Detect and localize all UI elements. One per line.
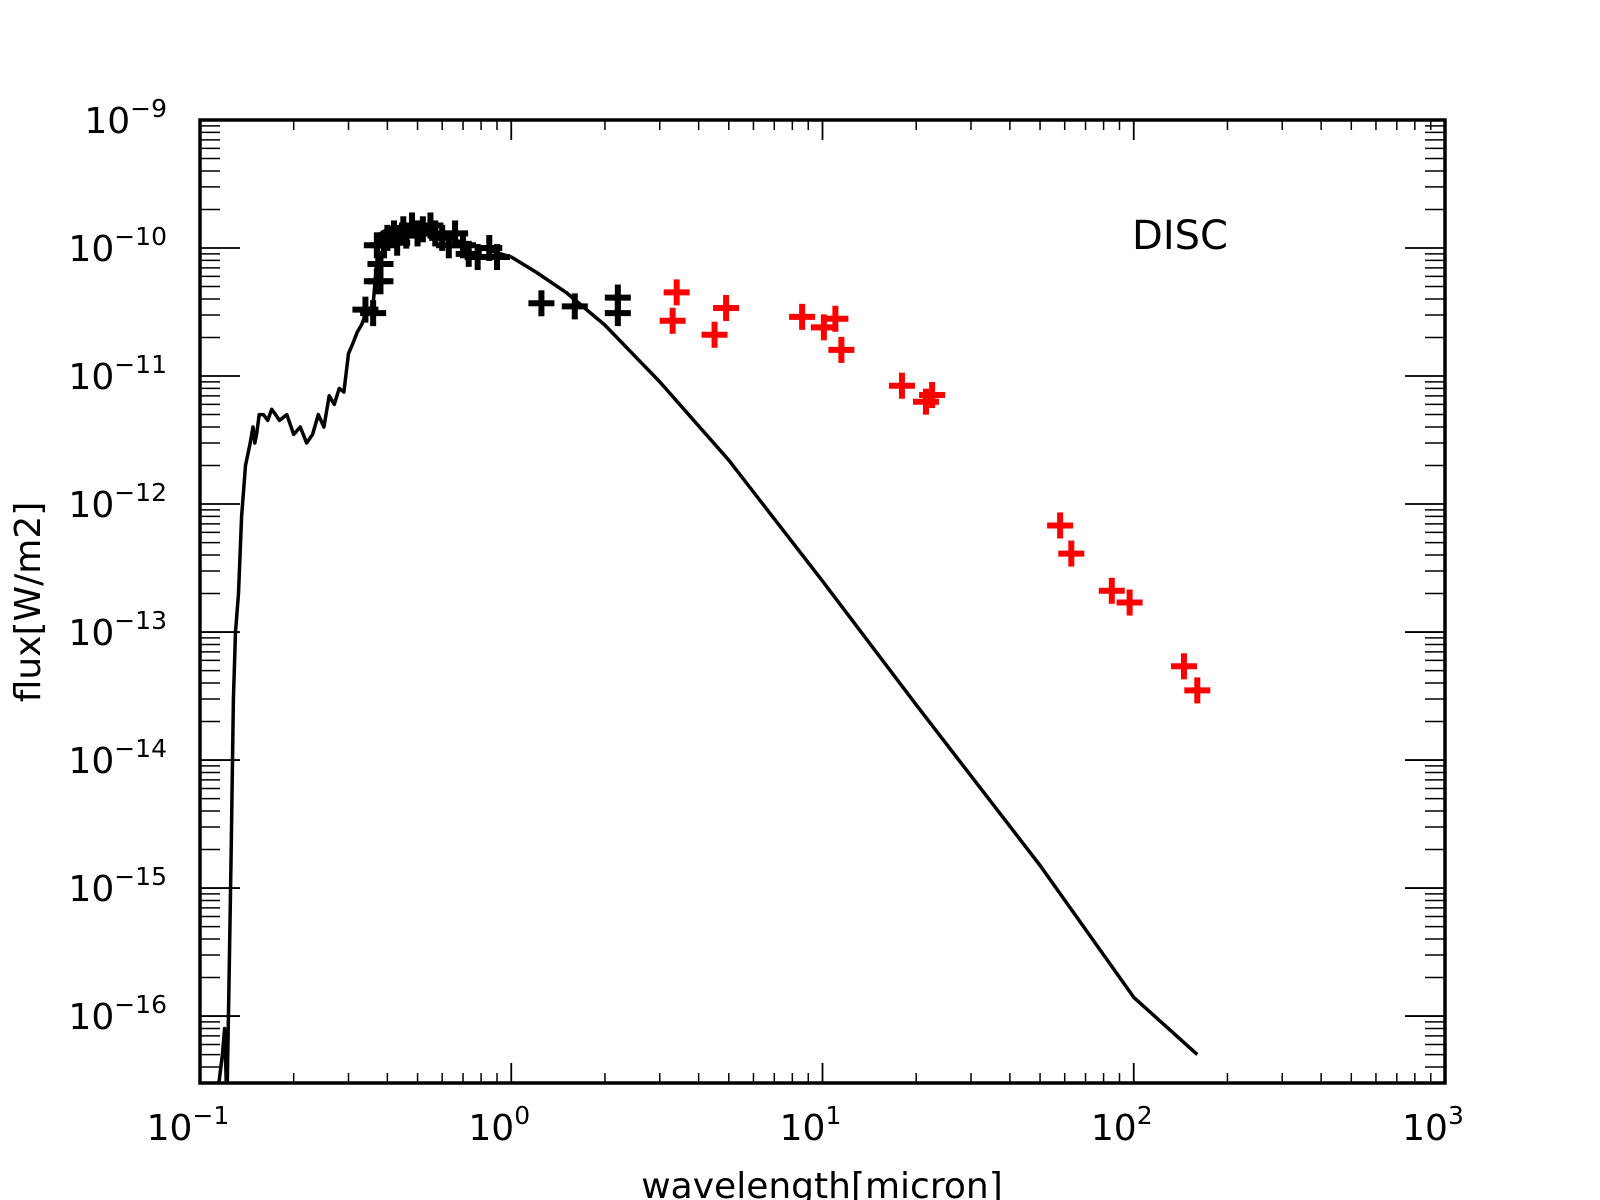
y-tick-label: 10−9 — [84, 94, 167, 142]
x-tick-label: 102 — [1091, 1101, 1153, 1149]
excess-point — [659, 307, 686, 334]
excess-point — [822, 305, 849, 332]
excess-point — [828, 336, 855, 363]
photosphere-point — [604, 300, 631, 327]
y-axis-label: flux[W/m2] — [8, 502, 49, 703]
excess-point — [663, 279, 690, 306]
photosphere-point — [367, 268, 394, 295]
excess-point — [789, 303, 816, 330]
photosphere-point — [484, 244, 511, 271]
y-tick-label: 10−15 — [68, 862, 167, 910]
x-tick-label: 103 — [1402, 1101, 1464, 1149]
plot-frame — [198, 118, 1447, 1085]
minor-ticks — [200, 120, 1445, 1084]
x-tick-label: 10−1 — [147, 1101, 230, 1149]
photosphere-point — [528, 290, 555, 317]
model-spectrum-line — [217, 223, 1199, 1083]
photosphere-point — [561, 293, 588, 320]
excess-point — [919, 382, 946, 409]
y-tick-label: 10−14 — [68, 734, 167, 782]
excess-point — [1098, 577, 1125, 604]
disc-annotation: DISC — [1132, 213, 1228, 259]
photosphere-point — [360, 300, 387, 327]
y-tick-label: 10−10 — [68, 222, 167, 270]
excess-point — [1184, 677, 1211, 704]
x-axis-label: wavelength[micron] — [641, 1166, 1003, 1200]
photosphere-markers — [352, 212, 631, 327]
x-tick-label: 101 — [780, 1101, 842, 1149]
y-tick-label: 10−13 — [68, 606, 167, 654]
x-tick-label: 100 — [468, 1101, 530, 1149]
excess-point — [1116, 589, 1143, 616]
x-tick-labels: 10−1 100 101 102 103 — [147, 1101, 1464, 1149]
excess-point — [1170, 653, 1197, 680]
excess-markers — [659, 279, 1211, 704]
y-tick-label: 10−12 — [68, 478, 167, 526]
excess-point — [888, 372, 915, 399]
y-tick-label: 10−16 — [68, 990, 167, 1038]
excess-point — [713, 294, 740, 321]
excess-point — [1058, 540, 1085, 567]
y-tick-labels: 10−16 10−15 10−14 10−13 10−12 10−11 10−10 10−9 — [68, 94, 167, 1038]
excess-point — [1047, 512, 1074, 539]
plot-area — [217, 212, 1211, 1083]
excess-point — [701, 321, 728, 348]
y-tick-label: 10−11 — [68, 350, 167, 398]
